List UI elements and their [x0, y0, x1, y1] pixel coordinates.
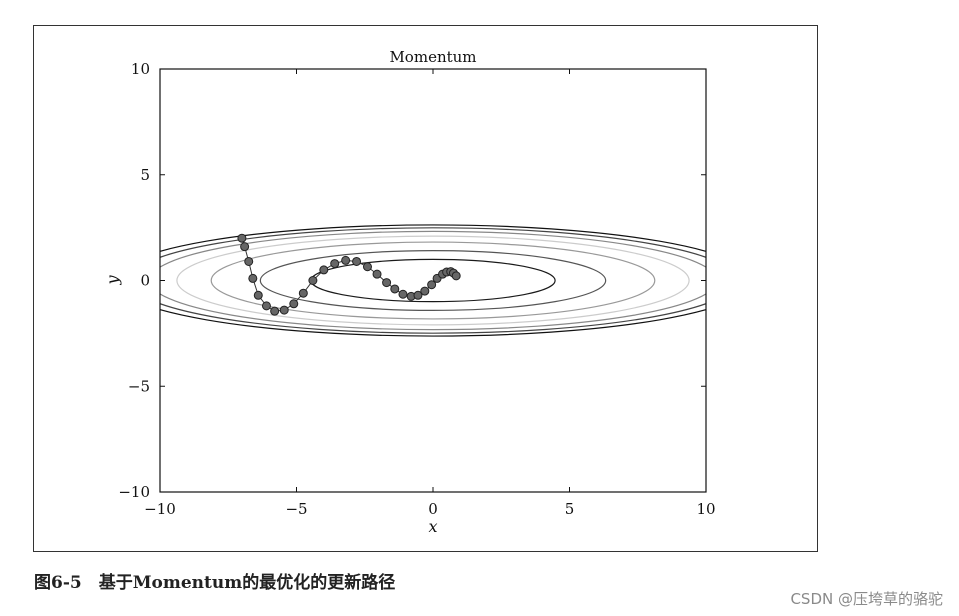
trajectory-point: [398, 289, 408, 299]
watermark: CSDN @压垮草的骆驼: [790, 590, 943, 608]
y-axis-label: y: [103, 275, 122, 286]
trajectory-point: [270, 306, 280, 316]
trajectory-point: [330, 259, 340, 269]
x-tick-label: 10: [696, 500, 715, 518]
trajectory-point: [289, 299, 299, 309]
trajectory-point: [372, 269, 382, 279]
trajectory-point: [390, 284, 400, 294]
contour-line-1: [259, 249, 607, 312]
chart-title: Momentum: [389, 48, 476, 66]
trajectory-point: [427, 280, 437, 290]
trajectory-point: [341, 255, 351, 265]
trajectory-point: [237, 233, 247, 243]
contour-line-6: [160, 224, 706, 337]
y-tick-label: 5: [140, 166, 150, 184]
figure-frame: Momentum −10 −5 0 5 10 −10 −5 0 5 10 x y: [33, 25, 818, 552]
x-axis-label: x: [428, 517, 437, 536]
trajectory-point: [240, 242, 250, 252]
trajectory-point: [298, 288, 308, 298]
trajectory-line: [241, 238, 457, 312]
contour-line-3: [176, 235, 690, 326]
trajectory-point: [352, 256, 362, 266]
y-tick-label: −10: [118, 483, 150, 501]
trajectory-point: [420, 286, 430, 296]
trajectory-point: [362, 262, 372, 272]
contour-line-4: [160, 230, 706, 331]
trajectory-point: [244, 256, 254, 266]
x-tick-label: −10: [144, 500, 176, 518]
trajectory-point: [308, 276, 318, 285]
figure-caption: 图6-5 基于Momentum的最优化的更新路径: [34, 573, 396, 593]
trajectory-layer: [237, 233, 461, 316]
trajectory-point: [279, 305, 289, 315]
contour-line-2: [210, 241, 656, 320]
tick-layer: −10 −5 0 5 10 −10 −5 0 5 10: [118, 60, 715, 518]
momentum-chart: Momentum −10 −5 0 5 10 −10 −5 0 5 10 x y: [103, 48, 716, 536]
y-tick-label: 10: [131, 60, 150, 78]
x-tick-label: −5: [285, 500, 307, 518]
x-tick-label: 5: [565, 500, 575, 518]
trajectory-point: [248, 273, 258, 283]
trajectory-point: [382, 278, 392, 288]
trajectory-point: [413, 290, 423, 300]
y-tick-label: 0: [140, 272, 150, 290]
trajectory-point: [451, 271, 461, 281]
contour-line-5: [160, 227, 706, 334]
x-tick-label: 0: [428, 500, 438, 518]
contour-layer: [160, 224, 706, 337]
trajectory-point: [253, 290, 263, 300]
y-tick-label: −5: [128, 377, 150, 395]
trajectory-point: [319, 265, 329, 275]
trajectory-point: [261, 301, 271, 311]
